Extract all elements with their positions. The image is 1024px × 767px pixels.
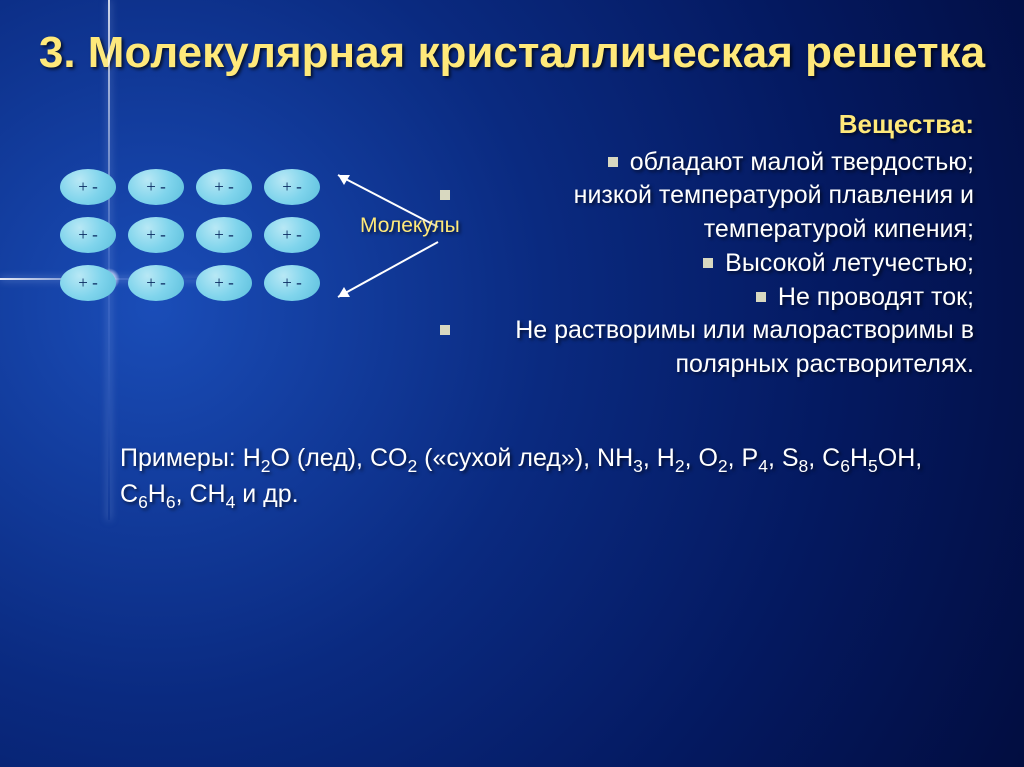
property-text: Не растворимы или малорастворимы в поляр… xyxy=(462,314,974,382)
molecule-node: + - xyxy=(264,217,320,253)
examples-text: Примеры: H2O (лед), CO2 («сухой лед»), N… xyxy=(0,382,1024,514)
molecule-node: + - xyxy=(60,169,116,205)
property-item: Не проводят ток; xyxy=(440,281,974,315)
properties-heading: Вещества: xyxy=(440,109,974,140)
molecule-label: Молекулы xyxy=(360,214,460,238)
property-text: обладают малой твердостью; xyxy=(630,146,974,180)
properties-panel: Вещества: обладают малой твердостью;низк… xyxy=(440,109,984,382)
molecule-node: + - xyxy=(196,169,252,205)
molecule-node: + - xyxy=(60,217,116,253)
molecule-node: + - xyxy=(128,217,184,253)
property-item: Не растворимы или малорастворимы в поляр… xyxy=(440,314,974,382)
molecule-node: + - xyxy=(60,265,116,301)
property-text: Не проводят ток; xyxy=(778,281,974,315)
molecule-node: + - xyxy=(264,169,320,205)
bullet-icon xyxy=(756,292,766,302)
molecule-node: + - xyxy=(128,265,184,301)
bullet-icon xyxy=(440,325,450,335)
content-row: + - + - + - + - + - + - + - + - + - + - + - + - Мол… xyxy=(0,79,1024,382)
property-item: Высокой летучестью; xyxy=(440,247,974,281)
properties-list: обладают малой твердостью;низкой темпера… xyxy=(440,146,974,382)
slide-title: 3. Молекулярная кристаллическая решетка xyxy=(0,0,1024,79)
bullet-icon xyxy=(703,258,713,268)
molecule-node: + - xyxy=(128,169,184,205)
molecule-node: + - xyxy=(264,265,320,301)
property-text: низкой температурой плавления и температ… xyxy=(462,179,974,247)
bullet-icon xyxy=(608,157,618,167)
bullet-icon xyxy=(440,190,450,200)
property-item: обладают малой твердостью; xyxy=(440,146,974,180)
property-item: низкой температурой плавления и температ… xyxy=(440,179,974,247)
lattice-diagram: + -+ -+ -+ -+ -+ -+ -+ -+ -+ -+ -+ - Мол… xyxy=(60,109,440,382)
molecule-node: + - xyxy=(196,217,252,253)
property-text: Высокой летучестью; xyxy=(725,247,974,281)
molecule-node: + - xyxy=(196,265,252,301)
